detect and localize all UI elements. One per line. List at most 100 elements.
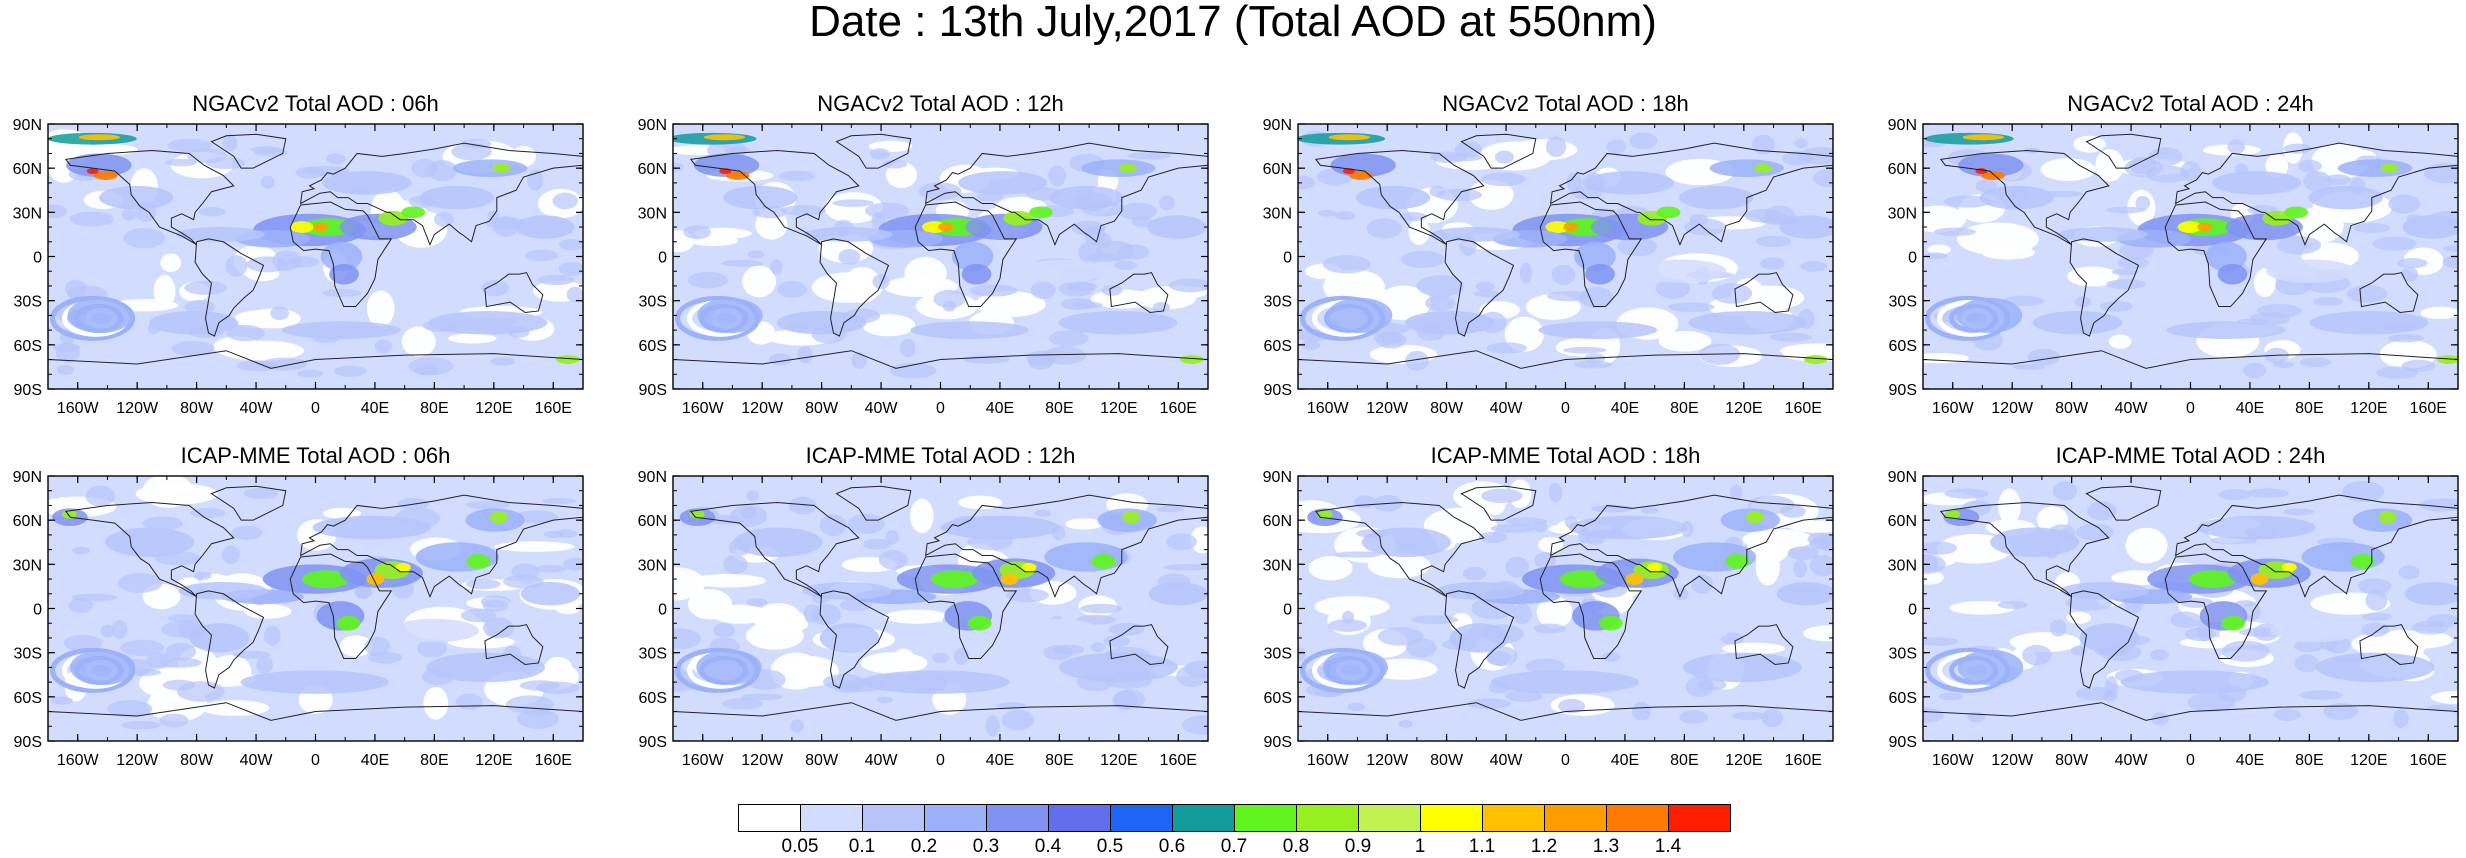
colorbar-swatch <box>1482 804 1545 832</box>
colorbar-label: 0.7 <box>1220 836 1248 857</box>
lat-tick-label: 90N <box>1888 117 1917 134</box>
lon-tick-label: 80W <box>1430 752 1464 769</box>
lon-tick-label: 40W <box>240 400 274 417</box>
map-panel-7: 90N 60N 30N 0 30S 60S 90S 160W 120W 80W 40W 0 40E 80E… <box>1263 469 1834 769</box>
lat-tick-label: 90N <box>1263 469 1292 486</box>
lon-tick-label: 40W <box>1490 752 1524 769</box>
lat-tick-label: 0 <box>658 602 667 619</box>
lon-tick-label: 40W <box>865 752 899 769</box>
lon-tick-label: 40W <box>2115 752 2149 769</box>
lon-tick-label: 160E <box>1160 400 1197 417</box>
lat-tick-label: 30S <box>1264 294 1292 311</box>
lat-tick-label: 0 <box>658 250 667 267</box>
panel-title: NGACv2 Total AOD : 06h <box>192 91 439 116</box>
map-panel-6: 90N 60N 30N 0 30S 60S 90S 160W 120W 80W 40W 0 40E 80E… <box>638 469 1209 769</box>
map-panel-2: 90N 60N 30N 0 30S 60S 90S 160W 120W 80W 40W 0 40E 80E… <box>638 117 1209 417</box>
lon-tick-label: 80W <box>805 752 839 769</box>
lon-tick-label: 120E <box>1100 752 1137 769</box>
map-panel-1: 90N 60N 30N 0 30S 60S 90S 160W 120W 80W 40W 0 40E 80E… <box>13 117 584 417</box>
lon-tick-label: 0 <box>2186 400 2195 417</box>
lat-tick-label: 90N <box>13 117 42 134</box>
lat-tick-label: 60N <box>1888 161 1917 178</box>
colorbar-swatch <box>924 804 987 832</box>
lat-tick-label: 30S <box>14 294 42 311</box>
lat-tick-label: 30N <box>1888 205 1917 222</box>
lon-tick-label: 40E <box>2236 400 2264 417</box>
lat-tick-label: 60S <box>1264 690 1292 707</box>
lon-tick-label: 160E <box>535 400 572 417</box>
lon-tick-label: 160E <box>2410 752 2447 769</box>
figure-title: Date : 13th July,2017 (Total AOD at 550n… <box>809 0 1657 46</box>
lon-tick-label: 0 <box>2186 752 2195 769</box>
colorbar-label: 0.4 <box>1034 836 1062 857</box>
lat-tick-label: 60S <box>14 690 42 707</box>
lon-tick-label: 80E <box>420 400 448 417</box>
lat-tick-label: 30N <box>638 557 667 574</box>
lat-tick-label: 90S <box>639 734 667 751</box>
lon-tick-label: 80E <box>1670 400 1698 417</box>
colorbar-label: 0.05 <box>781 836 819 857</box>
lat-tick-label: 30N <box>1888 557 1917 574</box>
colorbar-swatch <box>800 804 863 832</box>
colorbar-label: 0.8 <box>1282 836 1310 857</box>
lat-tick-label: 30N <box>13 205 42 222</box>
lat-tick-label: 30S <box>14 646 42 663</box>
map-panels: 90N 60N 30N 0 30S 60S 90S 160W 120W 80W 40W 0 40E 80E… <box>13 117 2459 769</box>
lat-tick-label: 30N <box>13 557 42 574</box>
lon-tick-label: 80E <box>2295 752 2323 769</box>
lat-tick-label: 60N <box>638 513 667 530</box>
panel-title: ICAP-MME Total AOD : 18h <box>1430 443 1701 468</box>
lon-tick-label: 120W <box>1366 752 1409 769</box>
lon-tick-label: 120E <box>475 752 512 769</box>
lon-tick-label: 160E <box>1785 400 1822 417</box>
lon-tick-label: 80W <box>1430 400 1464 417</box>
lon-tick-label: 40W <box>2115 400 2149 417</box>
lon-tick-label: 80W <box>2055 400 2089 417</box>
lat-tick-label: 60S <box>1264 338 1292 355</box>
lon-tick-label: 160W <box>682 752 725 769</box>
lon-tick-label: 160E <box>1785 752 1822 769</box>
lon-tick-label: 160W <box>1932 400 1975 417</box>
map-panel-4: 90N 60N 30N 0 30S 60S 90S 160W 120W 80W 40W 0 40E 80E… <box>1888 117 2459 417</box>
lat-tick-label: 30N <box>638 205 667 222</box>
lon-tick-label: 120W <box>741 752 784 769</box>
lon-tick-label: 160W <box>57 752 100 769</box>
panel-title: ICAP-MME Total AOD : 06h <box>180 443 451 468</box>
lon-tick-label: 160W <box>1307 400 1350 417</box>
lat-tick-label: 30S <box>639 294 667 311</box>
lon-tick-label: 160E <box>1160 752 1197 769</box>
panel-title: NGACv2 Total AOD : 12h <box>817 91 1064 116</box>
colorbar-swatch <box>1110 804 1173 832</box>
map-panel-8: 90N 60N 30N 0 30S 60S 90S 160W 120W 80W 40W 0 40E 80E… <box>1888 469 2459 769</box>
lat-tick-label: 90S <box>1264 734 1292 751</box>
lon-tick-label: 160E <box>2410 400 2447 417</box>
colorbar-swatch <box>738 804 801 832</box>
lon-tick-label: 120E <box>1100 400 1137 417</box>
lon-tick-label: 160W <box>57 400 100 417</box>
lat-tick-label: 60S <box>14 338 42 355</box>
lon-tick-label: 40W <box>865 400 899 417</box>
colorbar-label: 0.5 <box>1096 836 1124 857</box>
lat-tick-label: 90S <box>14 382 42 399</box>
colorbar-swatch <box>1420 804 1483 832</box>
panel-title: NGACv2 Total AOD : 18h <box>1442 91 1689 116</box>
lon-tick-label: 120W <box>1991 400 2034 417</box>
colorbar-swatch <box>1296 804 1359 832</box>
lon-tick-label: 40E <box>361 752 389 769</box>
lon-tick-label: 120W <box>116 400 159 417</box>
lat-tick-label: 0 <box>1283 250 1292 267</box>
lat-tick-label: 30S <box>639 646 667 663</box>
lat-tick-label: 90N <box>1888 469 1917 486</box>
lat-tick-label: 90N <box>638 117 667 134</box>
lat-tick-label: 90N <box>638 469 667 486</box>
lat-tick-label: 90S <box>1264 382 1292 399</box>
colorbar-label: 1.4 <box>1654 836 1682 857</box>
lon-tick-label: 40W <box>240 752 274 769</box>
lon-tick-label: 120W <box>741 400 784 417</box>
lon-tick-label: 120E <box>1725 752 1762 769</box>
lon-tick-label: 80E <box>1045 400 1073 417</box>
colorbar-swatch <box>986 804 1049 832</box>
colorbar-swatch <box>1048 804 1111 832</box>
lon-tick-label: 160E <box>535 752 572 769</box>
lat-tick-label: 90S <box>14 734 42 751</box>
